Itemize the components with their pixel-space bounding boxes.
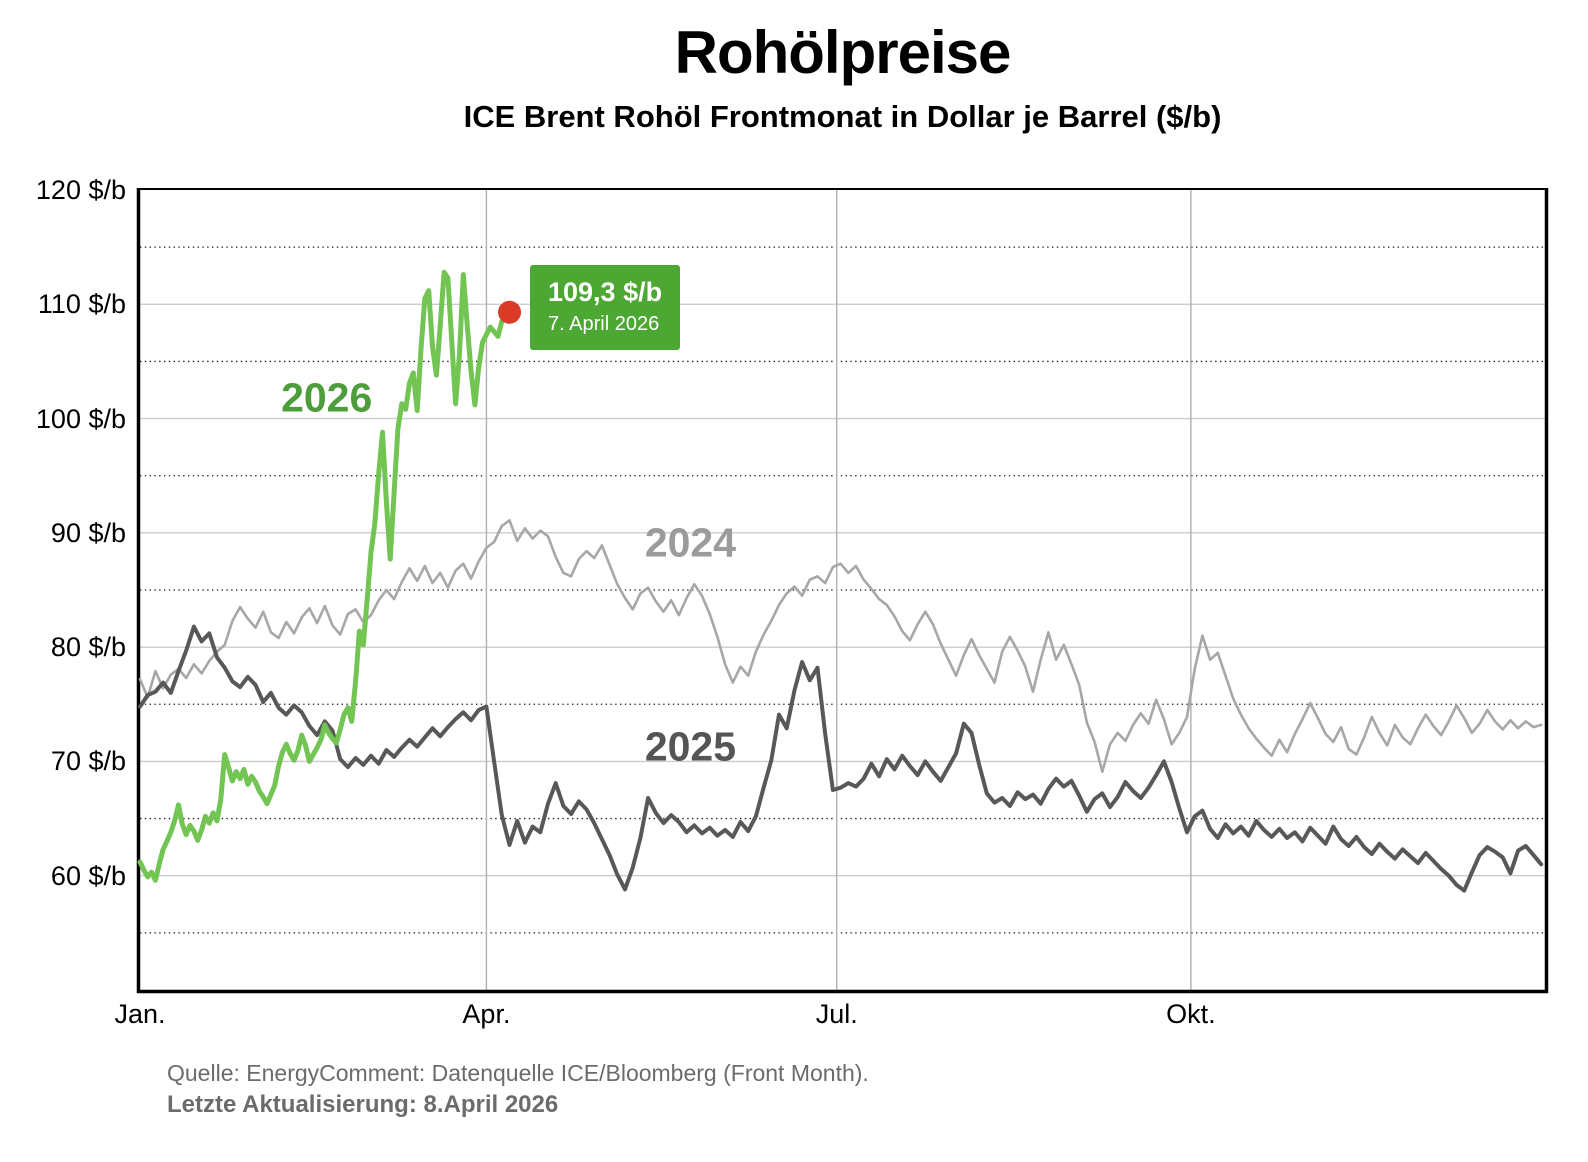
series-label-2025: 2025	[644, 723, 737, 770]
x-axis-tick-label: Okt.	[1166, 999, 1216, 1029]
y-axis-tick-label: 90 $/b	[50, 517, 126, 548]
y-axis-tick-label: 80 $/b	[50, 632, 126, 663]
x-axis-tick-label: Apr.	[462, 999, 511, 1029]
series-line-2026	[137, 269, 512, 883]
x-axis-tick-label: Jan.	[114, 999, 166, 1029]
series-label-2026: 2026	[281, 374, 373, 421]
series-line-2024	[138, 518, 1543, 774]
latest-price-date: 7. April 2026	[548, 313, 660, 335]
series-label-2024: 2024	[644, 519, 737, 566]
y-axis-tick-label: 110 $/b	[37, 289, 126, 320]
chart-footer: Quelle: EnergyComment: Datenquelle ICE/B…	[167, 1058, 869, 1121]
y-axis-tick-label: 60 $/b	[50, 860, 126, 891]
chart-subtitle: ICE Brent Rohöl Frontmonat in Dollar je …	[463, 99, 1222, 134]
y-axis-tick-label: 70 $/b	[50, 746, 126, 777]
page-title: Rohölpreise	[674, 19, 1012, 86]
latest-price-value: 109,3 $/b	[548, 277, 663, 307]
y-axis-tick-label: 120 $/b	[35, 175, 126, 205]
latest-price-callout: 109,3 $/b 7. April 2026	[530, 265, 681, 350]
x-axis-tick-label: Jul.	[815, 999, 858, 1029]
source-note: Quelle: EnergyComment: Datenquelle ICE/B…	[167, 1060, 869, 1086]
last-updated-note: Letzte Aktualisierung: 8.April 2026	[167, 1091, 559, 1118]
y-axis-tick-label: 100 $/b	[35, 403, 126, 434]
series-line-2025	[138, 624, 1544, 893]
latest-price-marker	[498, 300, 522, 324]
chart-header: Rohölpreise ICE Brent Rohöl Frontmonat i…	[140, 20, 1545, 135]
